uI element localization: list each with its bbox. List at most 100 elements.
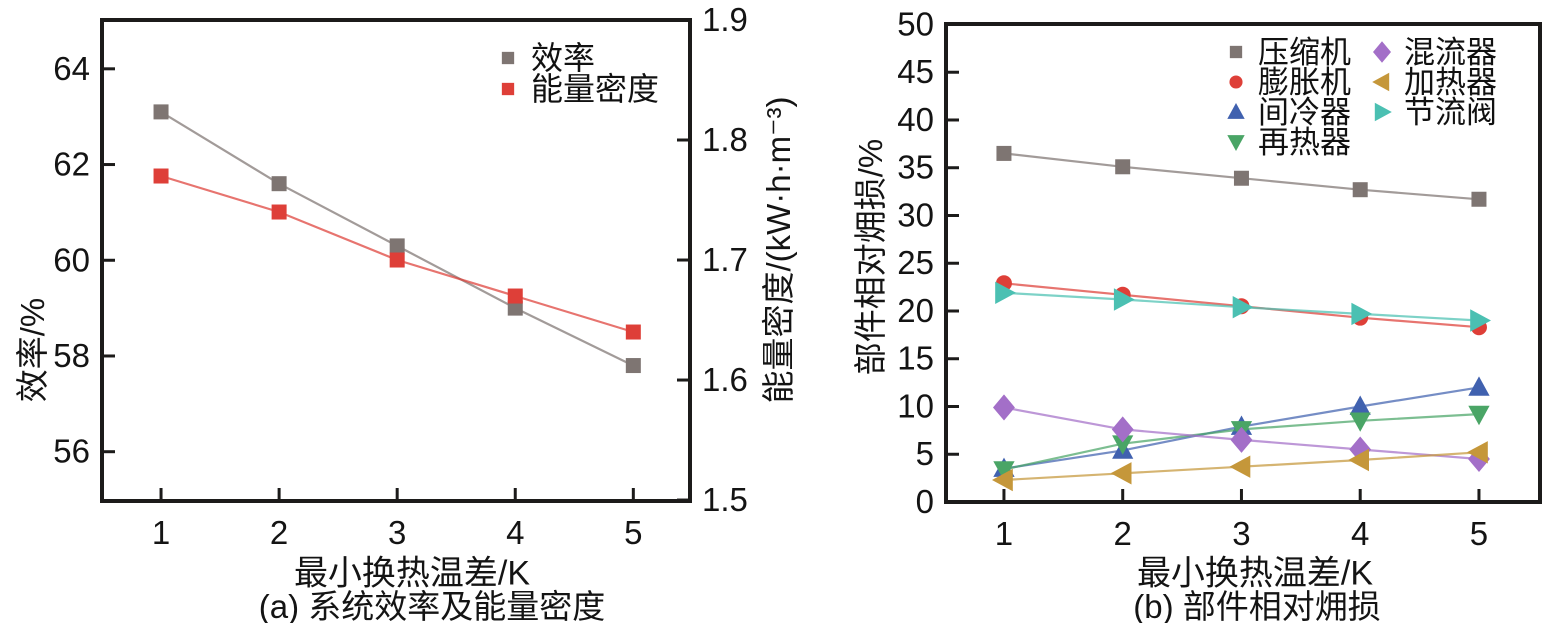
diamond-marker	[1230, 426, 1253, 453]
square-marker	[507, 300, 523, 316]
chart-b-legend: 压缩机 膨胀机 间冷器 再热器 混流器 加热器 节流阀	[1225, 34, 1497, 160]
square-marker	[501, 82, 515, 95]
triangle-down-marker	[1112, 435, 1134, 455]
triangle-up-legend-icon	[1227, 103, 1245, 119]
square-marker	[153, 104, 169, 120]
legend-label: 间冷器	[1258, 94, 1351, 130]
square-marker	[1115, 159, 1131, 175]
diamond-marker	[1373, 41, 1391, 63]
y-tick-label: 20	[897, 292, 934, 329]
legend-label: 节流阀	[1404, 94, 1497, 130]
square-legend-icon	[501, 82, 515, 95]
triangle-right-marker	[995, 281, 1016, 304]
x-tick-label: 4	[506, 514, 524, 551]
diamond-marker	[993, 394, 1015, 421]
triangle-left-marker	[1467, 441, 1488, 464]
circle-marker	[1229, 75, 1243, 89]
legend-item: 间冷器	[1225, 94, 1351, 130]
triangle-right-marker	[1470, 309, 1491, 332]
chart-b-xlabel: 最小换热温差/K	[1136, 554, 1374, 593]
triangle-left-marker	[1229, 455, 1251, 478]
square-marker	[625, 358, 641, 374]
diamond-marker	[1111, 416, 1134, 443]
legend-label: 加热器	[1404, 64, 1497, 100]
square-legend-icon	[501, 51, 515, 64]
triangle-right-marker	[1113, 288, 1135, 311]
legend-item: 节流阀	[1371, 94, 1497, 130]
chart-a: 1 2 3 4 5 56 58 60 62 64 1.5 1.6 1.7 1.8 1.9	[53, 1, 748, 551]
legend-item: 混流器	[1371, 34, 1497, 70]
y-tick-label: 1.5	[702, 481, 748, 518]
y-ticks-right-a: 1.5 1.6 1.7 1.8 1.9	[677, 1, 748, 518]
square-marker	[1233, 170, 1249, 186]
diamond-marker	[1349, 436, 1372, 463]
chart-a-xlabel: 最小换热温差/K	[293, 554, 531, 593]
x-tick-label: 2	[270, 514, 288, 551]
square-marker	[389, 252, 405, 268]
triangle-left-marker	[992, 468, 1013, 492]
square-marker	[501, 51, 515, 64]
x-ticks-a: 1 2 3 4 5	[152, 488, 643, 551]
square-marker	[1229, 45, 1243, 59]
y-tick-label: 58	[53, 337, 90, 374]
x-tick-label: 3	[1232, 515, 1250, 552]
triangle-down-marker	[1468, 405, 1490, 426]
triangle-left-marker	[1348, 448, 1369, 472]
plot-box-b	[944, 22, 1542, 504]
plot-box-a	[100, 18, 692, 503]
legend-label: 能量密度	[531, 70, 660, 107]
triangle-left-legend-icon	[1372, 72, 1390, 92]
triangle-up-marker	[1468, 376, 1490, 396]
legend-item: 膨胀机	[1225, 64, 1351, 100]
y-tick-label: 0	[916, 483, 934, 520]
y-tick-label: 64	[53, 50, 90, 87]
square-marker	[996, 145, 1012, 161]
square-marker	[625, 324, 641, 340]
y-tick-label: 25	[897, 244, 934, 281]
y-tick-label: 1.6	[702, 361, 748, 398]
y-tick-label: 1.7	[702, 241, 748, 278]
triangle-down-marker	[993, 461, 1015, 481]
legend-label: 压缩机	[1258, 34, 1351, 70]
y-tick-label: 45	[897, 53, 934, 90]
legend-column: 效率 能量密度	[497, 42, 660, 107]
x-ticks-b: 1 2 3 4 5	[995, 489, 1488, 552]
square-legend-icon	[1229, 45, 1243, 59]
square-marker	[507, 288, 523, 304]
triangle-left-marker	[1110, 462, 1132, 485]
x-tick-label: 2	[1114, 515, 1132, 552]
y-tick-label: 15	[897, 340, 934, 377]
x-tick-label: 5	[624, 514, 642, 551]
legend-item: 效率	[497, 42, 659, 74]
x-tick-label: 1	[152, 514, 170, 551]
square-marker	[271, 204, 287, 220]
y-ticks-left-b: 0 5 10 15 20 25 30 35 40 45 50	[897, 5, 959, 520]
x-tick-label: 1	[995, 515, 1013, 552]
square-marker	[1471, 191, 1487, 207]
chart-a-ylabel-right: 能量密度/(kW·h·m⁻³)	[760, 96, 797, 404]
triangle-down-marker	[1349, 412, 1371, 432]
y-tick-label: 1.8	[702, 121, 748, 158]
y-ticks-left-a: 56 58 60 62 64	[53, 50, 115, 470]
legend-item: 压缩机	[1225, 34, 1351, 70]
diamond-legend-icon	[1373, 41, 1391, 63]
series-a-1	[153, 168, 641, 340]
legend-label: 混流器	[1404, 34, 1497, 70]
triangle-right-marker	[1374, 102, 1392, 122]
chart-a-caption: (a) 系统效率及能量密度	[258, 588, 606, 623]
y-tick-label: 30	[897, 196, 934, 233]
legend-label: 再热器	[1258, 124, 1351, 160]
legend-item: 加热器	[1371, 64, 1497, 100]
y-tick-label: 1.9	[702, 1, 748, 38]
square-marker	[153, 168, 169, 184]
x-tick-label: 3	[388, 514, 406, 551]
circle-legend-icon	[1229, 75, 1243, 89]
legend-label: 膨胀机	[1258, 64, 1351, 100]
y-tick-label: 40	[897, 101, 934, 138]
legend-column: 混流器 加热器 节流阀	[1371, 37, 1497, 157]
series-b-5	[992, 441, 1488, 492]
square-marker	[1352, 182, 1368, 198]
triangle-down-legend-icon	[1227, 135, 1245, 151]
